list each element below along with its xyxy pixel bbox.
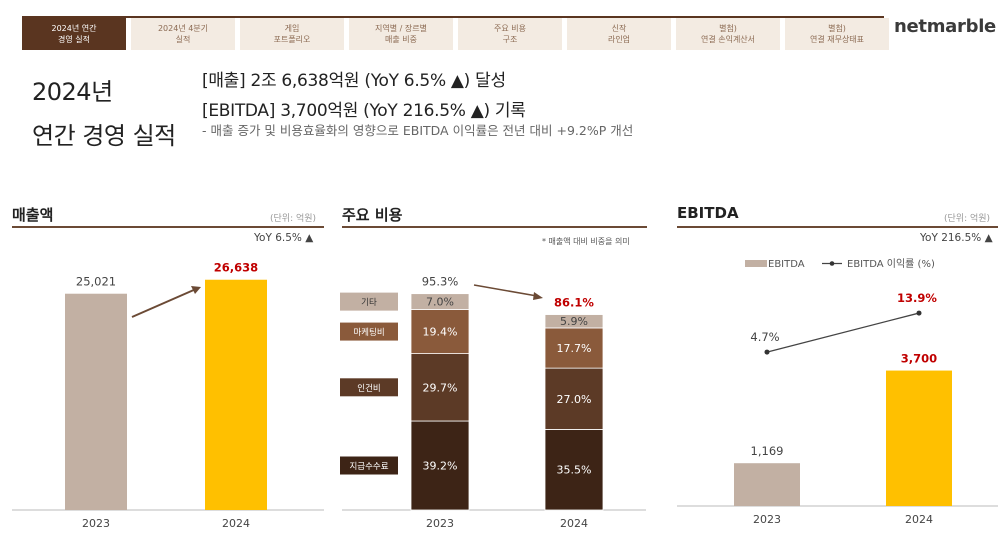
costs-segment-label-2023-2: 29.7% xyxy=(423,381,458,394)
costs-legend-label-1: 지급수수료 xyxy=(349,462,388,472)
headline-revenue: [매출] 2조 6,638억원 (YoY 6.5% ▲) 달성 xyxy=(202,71,506,91)
costs-bar-2024-series-3 xyxy=(544,327,604,369)
costs-segment-label-2024-3: 17.7% xyxy=(557,342,592,355)
nav-tab-7[interactable]: 별첨) 연결 손익계산서 xyxy=(676,18,780,50)
costs-segment-label-2024-4: 5.9% xyxy=(560,315,588,328)
costs-legend-label-4: 기타 xyxy=(361,298,377,308)
ebitda-x-label-2023: 2023 xyxy=(753,513,781,526)
costs-bar-2023-series-3 xyxy=(410,309,470,354)
costs-legend-swatch-3 xyxy=(340,322,398,341)
costs-segment-label-2024-1: 35.5% xyxy=(557,464,592,477)
costs-bar-2023-series-1 xyxy=(410,420,470,511)
revenue-x-label-2023: 2023 xyxy=(82,517,110,530)
ebitda-unit: (단위: 억원) xyxy=(944,214,991,224)
revenue-bar-2024 xyxy=(205,279,267,510)
revenue-rule xyxy=(12,226,324,228)
ebitda-margin-point-2024 xyxy=(916,310,922,316)
revenue-bar-2023 xyxy=(65,293,127,510)
ebitda-rule xyxy=(677,226,998,228)
ebitda-legend-bar-swatch xyxy=(745,260,767,267)
costs-bar-2024-series-1 xyxy=(544,429,604,511)
costs-bar-2024-series-4 xyxy=(544,314,604,329)
nav-tab-3[interactable]: 게임 포트폴리오 xyxy=(240,18,344,50)
nav-tab-4[interactable]: 지역별 / 장르별 매출 비중 xyxy=(349,18,453,50)
ebitda-legend-line-label: EBITDA 이익률 (%) xyxy=(847,258,935,270)
ebitda-value-label-2024: 3,700 xyxy=(901,352,937,366)
costs-decrease-arrowhead xyxy=(533,292,543,300)
revenue-unit: (단위: 억원) xyxy=(270,214,317,224)
page-title: 2024년 연간 경영 실적 xyxy=(32,78,176,150)
revenue-value-label-2024: 26,638 xyxy=(214,261,258,275)
costs-segment-label-2023-1: 39.2% xyxy=(423,460,458,473)
costs-x-label-2024: 2024 xyxy=(560,517,588,530)
costs-legend-label-3: 마케팅비 xyxy=(353,327,384,338)
costs-note: * 매출액 대비 비중을 의미 xyxy=(542,237,630,246)
revenue-x-label-2024: 2024 xyxy=(222,517,250,530)
ebitda-margin-line xyxy=(766,312,920,353)
costs-legend-swatch-1 xyxy=(340,456,398,475)
costs-rule xyxy=(342,226,647,228)
ebitda-value-label-2023: 1,169 xyxy=(751,444,784,458)
costs-title: 주요 비용 xyxy=(342,206,403,224)
costs-segment-label-2023-3: 19.4% xyxy=(423,326,458,339)
nav-tab-1[interactable]: 2024년 연간 경영 실적 xyxy=(22,18,126,50)
costs-x-label-2023: 2023 xyxy=(426,517,454,530)
ebitda-x-label-2024: 2024 xyxy=(905,513,933,526)
costs-segment-label-2023-4: 7.0% xyxy=(426,296,454,309)
nav-tab-6[interactable]: 신작 라인업 xyxy=(567,18,671,50)
headline-ebitda: [EBITDA] 3,700억원 (YoY 216.5% ▲) 기록 xyxy=(202,101,526,121)
ebitda-legend-line-marker xyxy=(829,261,835,266)
costs-legend-swatch-2 xyxy=(340,378,398,397)
ebitda-margin-point-2023 xyxy=(764,349,770,355)
ebitda-legend-bar-label: EBITDA xyxy=(768,259,805,270)
revenue-yoy: YoY 6.5% ▲ xyxy=(254,232,314,244)
costs-legend-swatch-4 xyxy=(340,292,398,311)
netmarble-logo: netmarble xyxy=(894,16,996,37)
costs-legend-label-2: 인건비 xyxy=(357,383,380,394)
top-nav: 2024년 연간 경영 실적 2024년 4분기 실적 게임 포트폴리오 지역별 / … xyxy=(22,18,894,51)
ebitda-margin-label-2023: 4.7% xyxy=(750,330,779,344)
ebitda-bar-2023 xyxy=(734,463,800,506)
ebitda-title: EBITDA xyxy=(677,204,739,222)
nav-top-rule xyxy=(22,16,884,18)
costs-total-label-2023: 95.3% xyxy=(422,275,459,289)
revenue-growth-arrow xyxy=(131,288,197,318)
ebitda-margin-label-2024: 13.9% xyxy=(897,291,937,305)
nav-tab-2[interactable]: 2024년 4분기 실적 xyxy=(131,18,235,50)
nav-tab-8[interactable]: 별첨) 연결 재무상태표 xyxy=(785,18,889,50)
revenue-growth-arrowhead xyxy=(191,286,201,294)
costs-bar-2023-series-4 xyxy=(410,293,470,310)
ebitda-bar-2024 xyxy=(886,370,952,506)
costs-bar-2024-series-2 xyxy=(544,367,604,430)
costs-segment-label-2024-2: 27.0% xyxy=(557,393,592,406)
costs-decrease-arrow xyxy=(473,284,538,297)
revenue-value-label-2023: 25,021 xyxy=(76,275,116,289)
revenue-title: 매출액 xyxy=(12,206,54,224)
ebitda-yoy: YoY 216.5% ▲ xyxy=(920,232,993,244)
costs-total-label-2024: 86.1% xyxy=(554,296,594,310)
headline-note: - 매출 증가 및 비용효율화의 영향으로 EBITDA 이익률은 전년 대비 … xyxy=(202,123,634,138)
nav-tab-5[interactable]: 주요 비용 구조 xyxy=(458,18,562,50)
